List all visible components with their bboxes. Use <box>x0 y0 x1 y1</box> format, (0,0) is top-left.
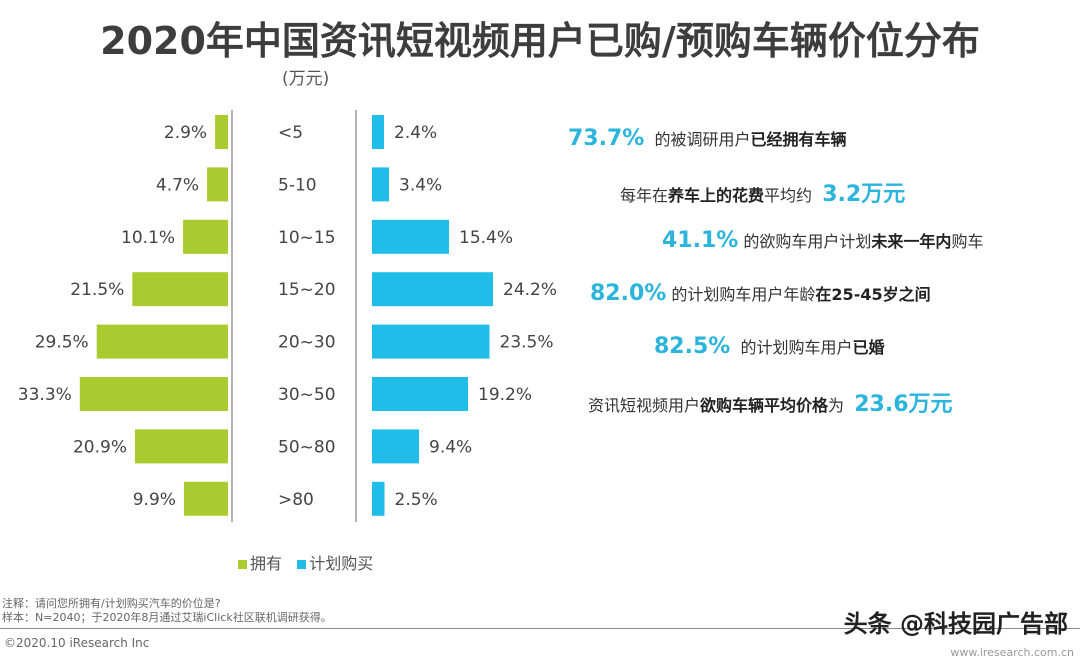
fact-highlight: 3.2万元 <box>822 182 906 207</box>
fact-text: 已经拥有车辆 <box>750 130 847 149</box>
site-url: www.iresearch.com.cn <box>950 646 1074 659</box>
copyright: ©2020.10 iResearch Inc <box>4 636 150 650</box>
category-label: 30~50 <box>278 385 336 405</box>
fact-text: 的计划购车用户 <box>730 338 853 357</box>
bar-plan <box>372 324 490 359</box>
data-label-plan: 9.4% <box>429 437 472 457</box>
fact-text: 资讯短视频用户 <box>588 396 701 415</box>
fact-highlight: 82.0% <box>590 281 667 306</box>
fact-line: 每年在养车上的花费平均约 3.2万元 <box>620 176 905 208</box>
data-label-own: 10.1% <box>121 228 175 248</box>
fact-text: 平均约 <box>764 186 823 205</box>
fact-text: 为 <box>828 396 855 415</box>
fact-line: 41.1% 的欲购车用户计划未来一年内购车 <box>662 228 983 253</box>
data-label-plan: 23.5% <box>500 333 554 353</box>
fact-line: 资讯短视频用户欲购车辆平均价格为 23.6万元 <box>588 386 953 418</box>
category-label: 15~20 <box>278 280 336 300</box>
category-label: 10~15 <box>278 228 336 248</box>
butterfly-chart: <5 2.9% 2.4% 5-10 4.7% 3.4% 10~15 10.1% 15.4% 15~… <box>18 110 557 522</box>
legend-label: 计划购买 <box>309 554 374 573</box>
fact-text: 的被调研用户 <box>644 130 751 149</box>
category-label: <5 <box>278 123 303 143</box>
fact-text: 养车上的花费 <box>668 186 765 205</box>
chart-title: 2020年中国资讯短视频用户已购/预购车辆价位分布 <box>100 19 980 63</box>
fact-line: 82.0% 的计划购车用户年龄在25-45岁之间 <box>590 281 931 306</box>
bar-own <box>207 167 228 202</box>
bar-plan <box>372 167 389 202</box>
bar-plan <box>372 219 449 254</box>
notes: 注释：请问您所拥有/计划购买汽车的价位是? 样本：N=2040；于2020年8月… <box>2 597 332 625</box>
fact-text: 未来一年内 <box>871 232 952 251</box>
category-label: 50~80 <box>278 437 336 457</box>
bar-own <box>183 481 228 516</box>
bar-own <box>183 219 228 254</box>
watermark: 头条 @科技园广告部 <box>843 610 1068 638</box>
data-label-plan: 24.2% <box>503 280 557 300</box>
legend-swatch <box>238 560 247 569</box>
legend: 拥有 计划购买 <box>238 550 373 574</box>
legend-label: 拥有 <box>250 554 283 573</box>
legend-swatch <box>297 560 307 569</box>
data-label-plan: 15.4% <box>459 228 513 248</box>
bar-plan <box>372 115 384 149</box>
note-text: 注释：请问您所拥有/计划购买汽车的价位是? <box>2 597 221 610</box>
category-label: >80 <box>278 490 314 510</box>
data-label-own: 29.5% <box>35 333 89 353</box>
bar-plan <box>372 429 419 464</box>
bar-plan <box>372 272 493 307</box>
bar-plan <box>372 481 385 516</box>
data-label-own: 21.5% <box>70 280 124 300</box>
category-label: 20~30 <box>278 333 336 353</box>
divider <box>0 628 1080 629</box>
fact-text: 购车 <box>951 232 984 251</box>
data-label-own: 4.7% <box>156 175 199 195</box>
fact-line: 73.7% 的被调研用户已经拥有车辆 <box>568 126 847 151</box>
category-label: 5-10 <box>278 175 317 195</box>
data-label-own: 33.3% <box>18 385 72 405</box>
data-label-plan: 2.4% <box>394 123 437 143</box>
facts-panel: 73.7% 的被调研用户已经拥有车辆每年在养车上的花费平均约 3.2万元 41.1… <box>540 0 1080 420</box>
bar-own <box>215 115 228 149</box>
fact-text: 每年在 <box>620 186 669 205</box>
bar-own <box>96 324 228 359</box>
data-label-own: 9.9% <box>133 490 176 510</box>
fact-line: 82.5% 的计划购车用户已婚 <box>654 334 885 359</box>
data-label-plan: 3.4% <box>399 175 442 195</box>
bar-own <box>132 272 228 307</box>
data-label-own: 20.9% <box>73 437 127 457</box>
bar-own <box>134 429 228 464</box>
fact-highlight: 41.1% <box>662 228 739 253</box>
fact-text: 在25-45岁之间 <box>815 285 931 304</box>
fact-highlight: 23.6万元 <box>854 392 953 417</box>
data-label-plan: 19.2% <box>478 385 532 405</box>
data-label-own: 2.9% <box>164 123 207 143</box>
fact-highlight: 73.7% <box>568 126 645 151</box>
fact-text: 已婚 <box>852 338 885 357</box>
legend-item-plan: 计划购买 <box>297 554 373 573</box>
legend-item-own: 拥有 <box>238 554 282 573</box>
fact-text: 欲购车辆平均价格 <box>700 396 829 415</box>
fact-text: 的欲购车用户计划 <box>738 232 872 251</box>
data-label-plan: 2.5% <box>395 490 438 510</box>
sample-text: 样本：N=2040；于2020年8月通过艾瑞iClick社区联机调研获得。 <box>2 611 332 624</box>
unit-label: (万元) <box>282 69 330 89</box>
bar-plan <box>372 377 468 411</box>
fact-highlight: 82.5% <box>654 334 731 359</box>
fact-text: 的计划购车用户年龄 <box>666 285 816 304</box>
bar-own <box>79 377 228 411</box>
